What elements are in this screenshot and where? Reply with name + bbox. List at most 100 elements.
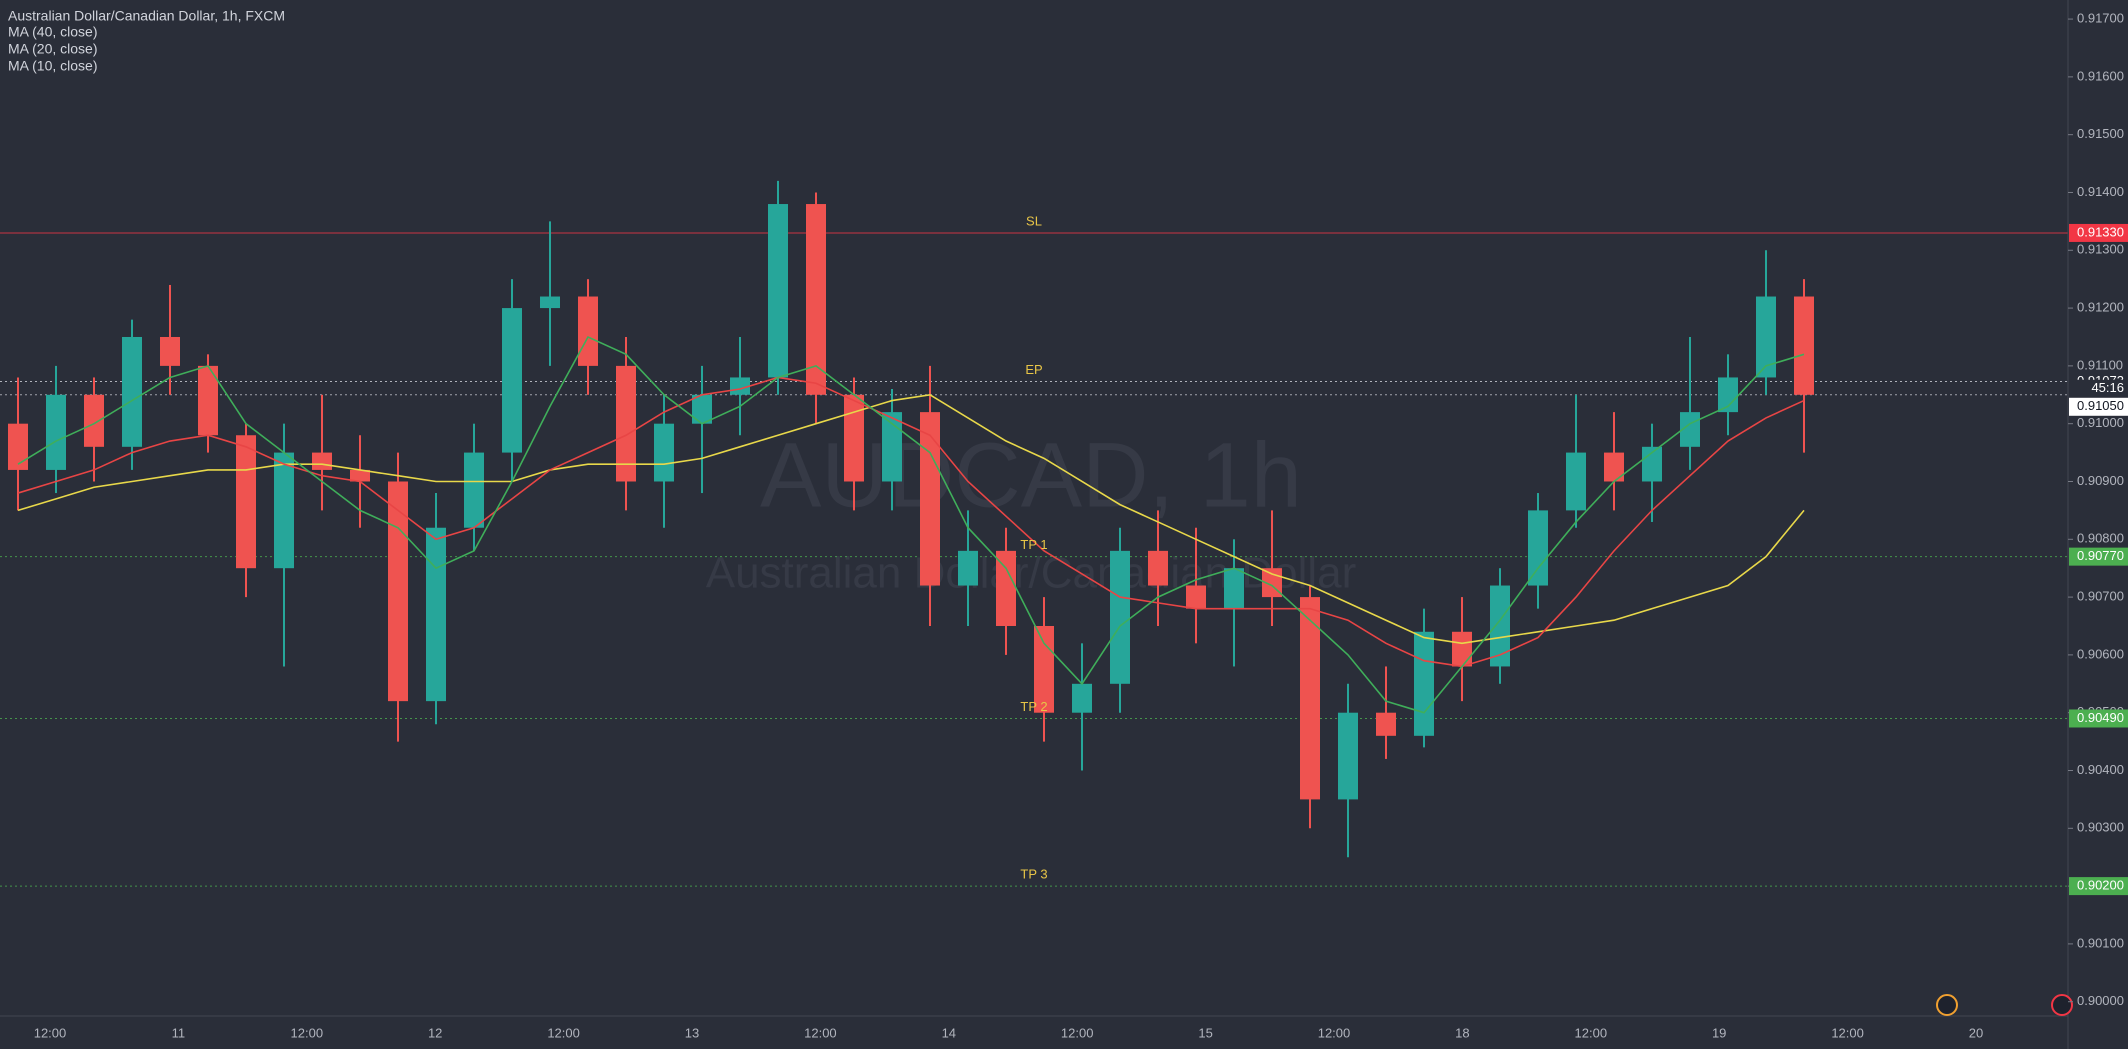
y-tick-label: 0.90400	[2077, 762, 2124, 777]
x-tick-label: 12:00	[547, 1025, 580, 1040]
candle-body	[1490, 585, 1510, 667]
y-tick-label: 0.91000	[2077, 415, 2124, 430]
ma-line	[17, 376, 1805, 668]
candle-body	[882, 412, 902, 482]
candle-body	[1224, 568, 1244, 609]
candle-body	[312, 452, 332, 470]
candle-body	[1148, 550, 1168, 586]
y-tick-label: 0.90100	[2077, 935, 2124, 950]
price-box-label: 0.91330	[2077, 224, 2124, 239]
candle-body	[1604, 452, 1624, 482]
x-tick-label: 12:00	[1831, 1025, 1864, 1040]
candle-body	[692, 394, 712, 424]
level-label: TP 3	[1020, 867, 1047, 882]
y-tick-label: 0.90600	[2077, 646, 2124, 661]
candle-body	[958, 550, 978, 586]
last-price-label: 0.91050	[2077, 398, 2124, 413]
level-label: EP	[1025, 362, 1042, 377]
last-price-box	[2069, 397, 2128, 416]
x-tick-label: 12:00	[291, 1025, 324, 1040]
candle-body	[274, 452, 294, 569]
plot-area	[0, 180, 2068, 887]
level-label: TP 2	[1020, 699, 1047, 714]
level-label: SL	[1026, 213, 1042, 228]
x-tick-label: 12:00	[804, 1025, 837, 1040]
countdown-box	[2069, 379, 2128, 397]
candle-body	[1414, 631, 1434, 736]
candle-body	[540, 296, 560, 309]
price-box	[2069, 223, 2128, 242]
y-tick-label: 0.91700	[2077, 11, 2124, 26]
candle-body	[578, 296, 598, 366]
x-tick-label: 12	[428, 1025, 442, 1040]
watermark-subtitle: Australian Dollar/Canadian Dollar	[706, 549, 1357, 598]
price-box-label: 0.90770	[2077, 548, 2124, 563]
chart-title: Australian Dollar/Canadian Dollar, 1h, F…	[8, 8, 285, 24]
legend-entry: MA (20, close)	[8, 41, 97, 57]
ma-line	[17, 335, 1805, 714]
candle-body	[236, 435, 256, 569]
candle-body	[1186, 585, 1206, 609]
x-tick-label: 12:00	[1318, 1025, 1351, 1040]
x-tick-label: 12:00	[1575, 1025, 1608, 1040]
candle-body	[426, 527, 446, 702]
y-tick-label: 0.91600	[2077, 68, 2124, 83]
price-box	[2069, 709, 2128, 728]
x-tick-label: 19	[1712, 1025, 1726, 1040]
candle-body	[1338, 712, 1358, 800]
price-box-label: 0.90200	[2077, 878, 2124, 893]
candle-body	[654, 423, 674, 482]
x-tick-label: 11	[172, 1025, 186, 1040]
x-tick-label: 18	[1455, 1025, 1469, 1040]
candle-body	[160, 336, 180, 366]
candle-body	[996, 550, 1016, 626]
candle-body	[1528, 510, 1548, 586]
y-tick-label: 0.90900	[2077, 473, 2124, 488]
candle-body	[1300, 597, 1320, 800]
candle-body	[198, 365, 218, 436]
candle-body	[844, 394, 864, 482]
y-tick-label: 0.91300	[2077, 242, 2124, 257]
y-tick-label: 0.90800	[2077, 531, 2124, 546]
watermark: AUDCAD, 1h	[760, 424, 1302, 526]
flag-icon[interactable]	[2051, 994, 2073, 1016]
x-tick-label: 20	[1969, 1025, 1983, 1040]
price-box-label: 0.90490	[2077, 710, 2124, 725]
x-tick-label: 13	[685, 1025, 699, 1040]
candle-body	[350, 469, 370, 482]
y-tick-label: 0.90700	[2077, 589, 2124, 604]
y-tick-label: 0.91400	[2077, 184, 2124, 199]
x-tick-label: 12:00	[34, 1025, 67, 1040]
candle-body	[122, 336, 142, 447]
level-label: TP 1	[1020, 537, 1047, 552]
y-tick-label: 0.90300	[2077, 820, 2124, 835]
candle-body	[1072, 683, 1092, 713]
y-tick-label: 0.91500	[2077, 126, 2124, 141]
candle-body	[920, 412, 940, 586]
candle-body	[502, 308, 522, 453]
candle-body	[616, 365, 636, 482]
ma-line	[17, 393, 1805, 645]
candle-body	[1452, 631, 1472, 667]
price-box	[2069, 547, 2128, 566]
candle-body	[46, 394, 66, 470]
candle-body	[464, 452, 484, 528]
x-tick-label: 15	[1198, 1025, 1212, 1040]
candle-body	[768, 204, 788, 378]
flag-icon[interactable]	[1936, 994, 1958, 1016]
legend-entry: MA (40, close)	[8, 24, 97, 40]
candle-body	[1376, 712, 1396, 736]
candle-body	[84, 394, 104, 447]
x-tick-label: 12:00	[1061, 1025, 1094, 1040]
candle-body	[1756, 296, 1776, 378]
candle-body	[1566, 452, 1586, 511]
legend-entry: MA (10, close)	[8, 58, 97, 74]
candle-body	[8, 423, 28, 470]
candle-body	[1718, 377, 1738, 413]
countdown: 45:16	[2091, 380, 2124, 395]
y-tick-label: 0.91100	[2077, 357, 2123, 372]
x-tick-label: 14	[942, 1025, 956, 1040]
candle-body	[388, 481, 408, 702]
